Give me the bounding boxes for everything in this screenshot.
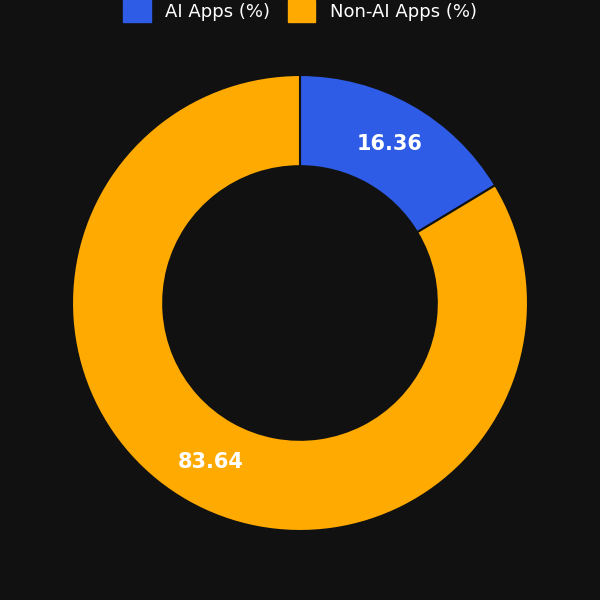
Wedge shape (300, 75, 495, 232)
Text: 83.64: 83.64 (178, 452, 243, 472)
Legend: AI Apps (%), Non-AI Apps (%): AI Apps (%), Non-AI Apps (%) (116, 0, 484, 29)
Text: 16.36: 16.36 (357, 134, 422, 154)
Wedge shape (72, 75, 528, 531)
